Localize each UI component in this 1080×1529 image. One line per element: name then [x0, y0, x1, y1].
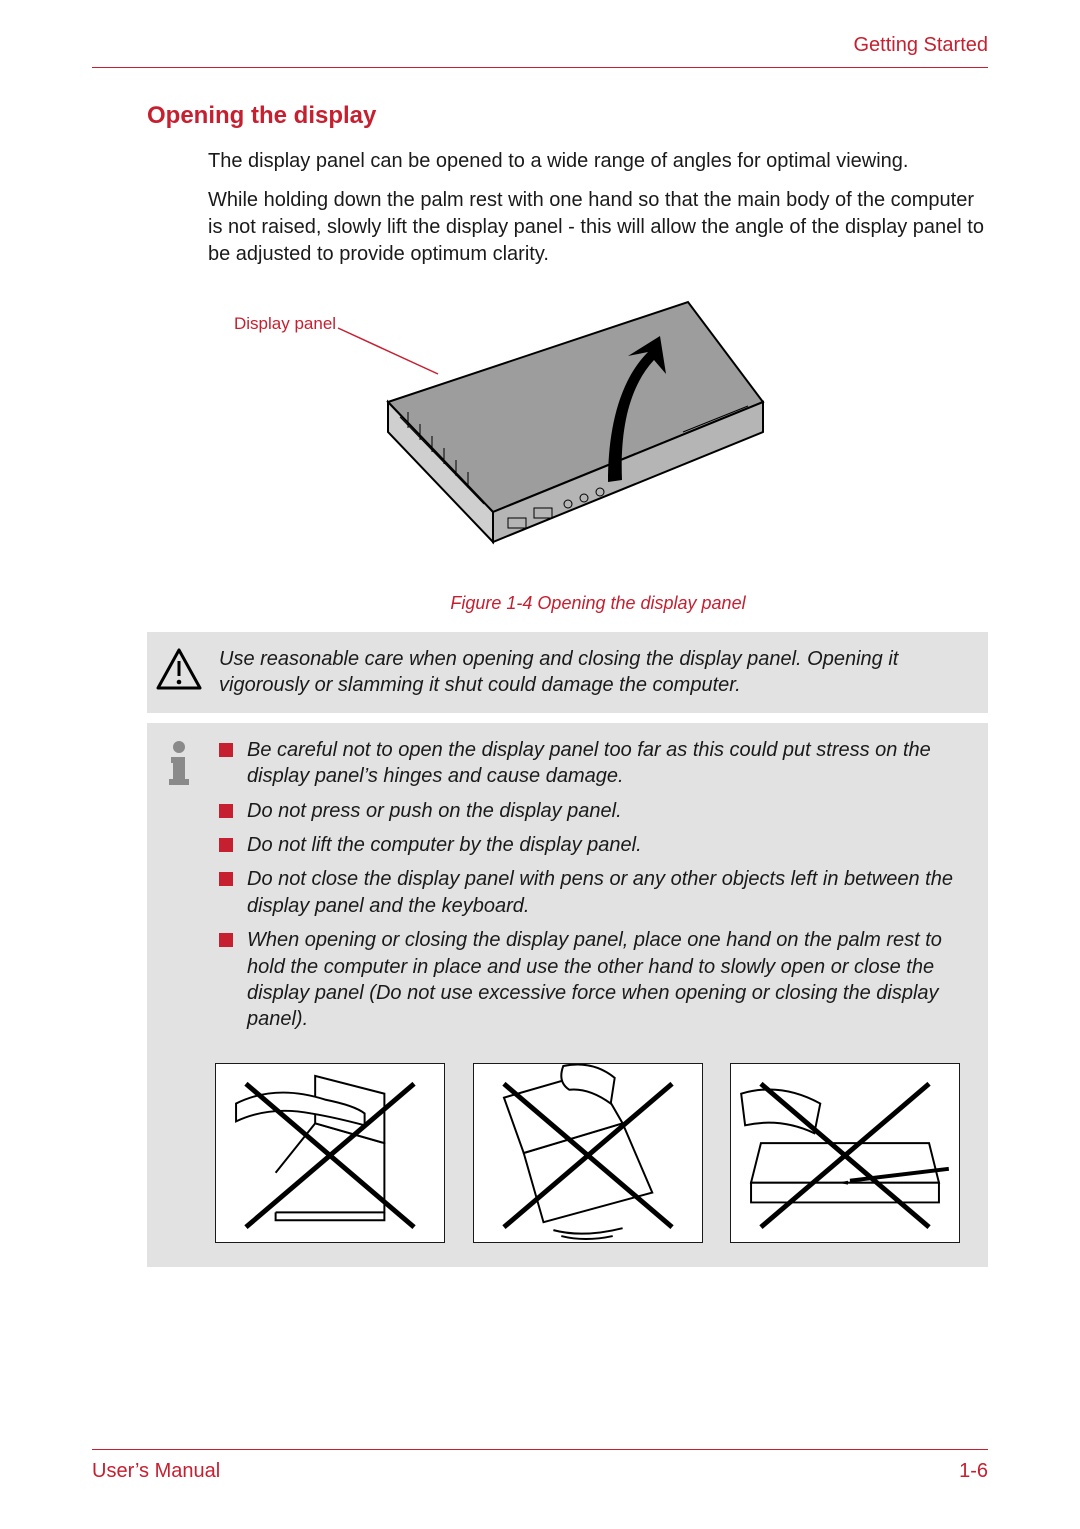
page: Getting Started Opening the display The … [0, 0, 1080, 1529]
section-heading: Opening the display [147, 102, 988, 130]
figure-callout-label: Display panel [234, 314, 336, 334]
warning-callout: Use reasonable care when opening and clo… [147, 632, 988, 713]
figure-laptop: Display panel [208, 282, 988, 587]
paragraph-2: While holding down the palm rest with on… [208, 187, 988, 268]
footer-page-number: 1-6 [959, 1460, 988, 1483]
page-footer: User’s Manual 1-6 [92, 1449, 988, 1483]
warning-icon [156, 648, 202, 690]
prohibited-press [215, 1063, 445, 1243]
info-bullet: When opening or closing the display pane… [219, 927, 970, 1033]
info-bullet-list: Be careful not to open the display panel… [219, 737, 970, 1033]
footer-doc-title: User’s Manual [92, 1460, 220, 1483]
info-bullet: Do not press or push on the display pane… [219, 798, 970, 824]
prohibited-lift [473, 1063, 703, 1243]
info-bullet: Do not lift the computer by the display … [219, 832, 970, 858]
paragraph-1: The display panel can be opened to a wid… [208, 148, 988, 175]
prohibited-row [215, 1063, 960, 1243]
warning-text: Use reasonable care when opening and clo… [219, 646, 970, 699]
header-section: Getting Started [92, 34, 988, 68]
info-bullet: Do not close the display panel with pens… [219, 866, 970, 919]
info-callout: Be careful not to open the display panel… [147, 723, 988, 1267]
figure-caption: Figure 1-4 Opening the display panel [208, 593, 988, 614]
info-bullet: Be careful not to open the display panel… [219, 737, 970, 790]
info-icon [159, 739, 199, 787]
prohibited-pen [730, 1063, 960, 1243]
